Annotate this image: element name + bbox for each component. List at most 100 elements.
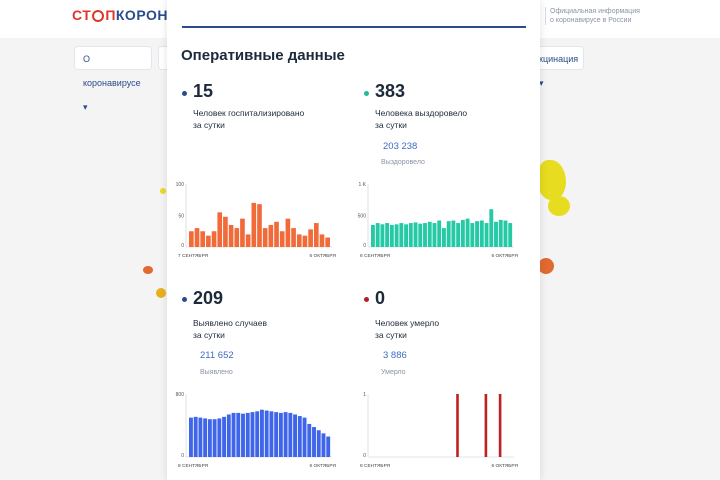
chart-bar[interactable]: [198, 417, 203, 457]
chart-bar[interactable]: [278, 412, 283, 457]
chart-bar[interactable]: [302, 235, 308, 247]
chart-bar[interactable]: [451, 220, 456, 247]
chart-bar[interactable]: [316, 430, 321, 457]
chart-bar[interactable]: [399, 223, 404, 247]
chart-bar[interactable]: [498, 219, 503, 247]
chart-bar[interactable]: [408, 223, 413, 247]
chart-bar[interactable]: [427, 221, 432, 247]
chart-bar[interactable]: [313, 223, 319, 247]
nav-vaccination-label: кцинация ▾: [539, 54, 579, 88]
chart-bar[interactable]: [217, 212, 223, 247]
chart-bar[interactable]: [296, 234, 302, 247]
chart-bar[interactable]: [288, 412, 293, 457]
chart-bar[interactable]: [319, 234, 325, 247]
chart-bar[interactable]: [234, 228, 240, 247]
chart-bar[interactable]: [418, 223, 423, 247]
chart-bar[interactable]: [385, 223, 390, 247]
chart-bar[interactable]: [375, 223, 380, 247]
chart-bar[interactable]: [274, 412, 279, 457]
chart-bar[interactable]: [241, 413, 245, 457]
chart-bar[interactable]: [255, 411, 260, 457]
chart-bar[interactable]: [251, 202, 257, 247]
chart-bar[interactable]: [456, 223, 461, 247]
chart-bar[interactable]: [217, 418, 222, 457]
chart-bar[interactable]: [264, 410, 269, 457]
chart-bar[interactable]: [308, 229, 313, 247]
deaths-total: 3 886: [383, 350, 407, 361]
chart-bar[interactable]: [484, 223, 489, 247]
panel-title: Оперативные данные: [181, 47, 345, 64]
hospitalized-dot: [182, 91, 187, 96]
chart-bar[interactable]: [226, 414, 231, 457]
chart-bar[interactable]: [470, 223, 475, 247]
chart-bar[interactable]: [389, 224, 394, 247]
chart-bar[interactable]: [262, 228, 268, 247]
chart-bar[interactable]: [223, 216, 228, 247]
chart-bar[interactable]: [302, 417, 307, 457]
official-info: Официальная информация о коронавирусе в …: [545, 7, 700, 25]
chart-bar[interactable]: [189, 417, 193, 457]
map-region: [538, 160, 566, 200]
chart-bar[interactable]: [325, 237, 330, 247]
cases-desc-1: Выявлено случаев: [193, 318, 268, 328]
chart-bar[interactable]: [312, 427, 316, 457]
chart-bar[interactable]: [274, 221, 279, 247]
chart-bar[interactable]: [437, 220, 442, 247]
x-start-label: 8 СЕНТЯБРЯ: [360, 463, 391, 469]
chart-bar[interactable]: [371, 224, 375, 247]
chart-bar[interactable]: [283, 412, 288, 457]
chart-bar[interactable]: [269, 411, 274, 457]
chart-bar[interactable]: [394, 224, 399, 247]
chart-bar[interactable]: [484, 394, 488, 457]
y-tick-label: 0: [181, 243, 184, 249]
chart-bar[interactable]: [231, 412, 236, 457]
y-tick-label: 500: [358, 214, 367, 220]
chart-bar[interactable]: [326, 436, 331, 457]
chart-bar[interactable]: [203, 418, 208, 457]
chart-bar[interactable]: [307, 423, 312, 457]
chart-bar[interactable]: [285, 218, 291, 247]
hospitalized-chart: 100 50 0 7 СЕНТЯБРЯ 6 ОКТЯБРЯ: [176, 182, 337, 259]
chart-bar[interactable]: [297, 416, 302, 457]
nav-about-button[interactable]: О коронавирусе ▾: [74, 46, 152, 112]
chart-bar[interactable]: [236, 412, 241, 457]
chart-bar[interactable]: [432, 223, 437, 247]
chart-bar[interactable]: [194, 228, 200, 247]
chart-bar[interactable]: [465, 218, 470, 247]
chart-bar[interactable]: [321, 433, 326, 457]
chart-bar[interactable]: [212, 419, 217, 457]
chart-bar[interactable]: [489, 209, 494, 247]
chart-bar[interactable]: [479, 220, 484, 247]
chart-bar[interactable]: [228, 224, 234, 247]
chart-bar[interactable]: [475, 221, 480, 247]
chart-bar[interactable]: [508, 223, 513, 247]
chart-bar[interactable]: [291, 228, 296, 247]
chart-bar[interactable]: [206, 235, 211, 247]
chart-bar[interactable]: [268, 224, 274, 247]
chart-bar[interactable]: [279, 231, 285, 247]
chart-bar[interactable]: [240, 218, 245, 247]
chart-bar[interactable]: [494, 221, 498, 247]
chart-bar[interactable]: [207, 419, 212, 457]
chart-bar[interactable]: [413, 222, 418, 247]
chart-bar[interactable]: [456, 394, 459, 457]
chart-bar[interactable]: [211, 231, 217, 247]
chart-bar[interactable]: [460, 219, 465, 247]
chart-bar[interactable]: [222, 416, 227, 457]
chart-bar[interactable]: [503, 220, 508, 247]
chart-bar[interactable]: [250, 412, 255, 457]
chart-bar[interactable]: [245, 412, 250, 457]
chart-bar[interactable]: [442, 228, 446, 247]
chart-bar[interactable]: [200, 231, 206, 247]
chart-bar[interactable]: [380, 224, 385, 247]
chart-bar[interactable]: [446, 221, 451, 247]
chart-bar[interactable]: [257, 204, 262, 247]
chart-bar[interactable]: [260, 409, 264, 457]
chart-bar[interactable]: [189, 231, 194, 247]
chart-bar[interactable]: [423, 223, 427, 247]
chart-bar[interactable]: [193, 416, 198, 457]
chart-bar[interactable]: [404, 224, 409, 247]
chart-bar[interactable]: [245, 234, 251, 247]
chart-bar[interactable]: [293, 414, 298, 457]
chart-bar[interactable]: [498, 394, 502, 457]
